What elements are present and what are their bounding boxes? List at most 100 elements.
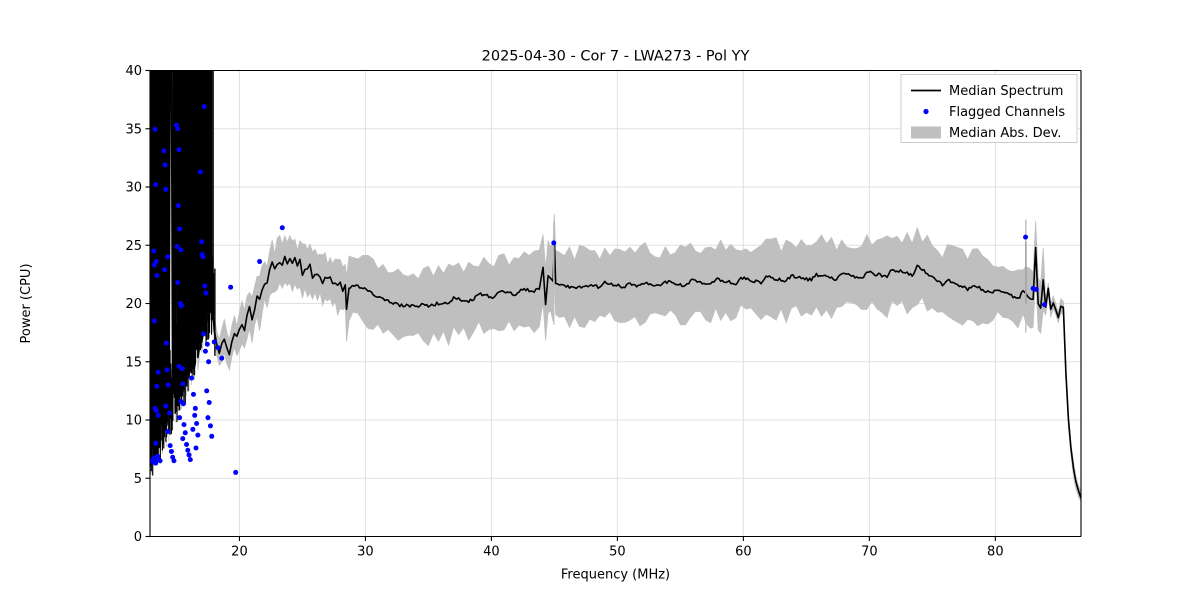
- flagged-channel-point[interactable]: [202, 348, 208, 354]
- flagged-channel-point[interactable]: [185, 447, 191, 453]
- flagged-channel-point[interactable]: [177, 415, 183, 421]
- y-axis-tick-label: 35: [125, 122, 142, 137]
- flagged-channel-point[interactable]: [195, 432, 201, 438]
- median-spectrum-line: [150, 70, 1081, 499]
- flagged-channel-point[interactable]: [177, 226, 183, 232]
- legend-label-3: Median Abs. Dev.: [949, 126, 1061, 141]
- flagged-channel-point[interactable]: [175, 203, 181, 209]
- flagged-channel-point[interactable]: [157, 458, 163, 464]
- flagged-channel-point[interactable]: [204, 388, 210, 394]
- plot-title: 2025-04-30 - Cor 7 - LWA273 - Pol YY: [482, 49, 750, 65]
- flagged-channel-point[interactable]: [1033, 287, 1039, 293]
- flagged-channel-point[interactable]: [153, 408, 159, 414]
- flagged-channel-point[interactable]: [165, 429, 171, 435]
- flagged-channel-point[interactable]: [190, 391, 196, 397]
- flagged-channel-point[interactable]: [167, 410, 173, 416]
- flagged-channel-point[interactable]: [152, 126, 158, 132]
- flagged-channel-point[interactable]: [186, 452, 192, 458]
- flagged-channel-point[interactable]: [1023, 234, 1029, 240]
- flagged-channel-point[interactable]: [161, 267, 167, 273]
- y-axis-tick-label: 15: [125, 355, 142, 370]
- flagged-channel-point[interactable]: [174, 243, 180, 249]
- flagged-channel-point[interactable]: [192, 412, 198, 418]
- flagged-channel-point[interactable]: [165, 382, 171, 388]
- flagged-channel-point[interactable]: [197, 169, 203, 175]
- x-axis-tick-label: 80: [987, 545, 1004, 560]
- flagged-channel-point[interactable]: [153, 440, 159, 446]
- x-axis-tick-label: 60: [735, 545, 752, 560]
- y-axis-label: Power (CPU): [19, 263, 34, 343]
- flagged-channel-point[interactable]: [1041, 302, 1047, 308]
- flagged-channel-point[interactable]: [179, 366, 185, 372]
- flagged-channel-point[interactable]: [194, 421, 200, 426]
- y-axis-tick-label: 20: [125, 297, 142, 312]
- flagged-channel-point[interactable]: [219, 355, 225, 361]
- y-axis-tick-label: 30: [125, 181, 142, 196]
- flagged-channel-point[interactable]: [257, 259, 263, 265]
- flagged-channel-point[interactable]: [184, 441, 190, 447]
- flagged-channel-point[interactable]: [175, 280, 181, 286]
- flagged-channel-point[interactable]: [161, 148, 167, 154]
- legend-label-1: Median Spectrum: [949, 84, 1063, 99]
- flagged-channel-point[interactable]: [215, 345, 221, 351]
- flagged-channel-point[interactable]: [167, 443, 173, 449]
- y-axis-tick-label: 5: [134, 472, 142, 487]
- flagged-channel-point[interactable]: [176, 147, 182, 153]
- flagged-channel-point[interactable]: [192, 405, 198, 411]
- flagged-channel-point[interactable]: [207, 423, 213, 429]
- flagged-channel-point[interactable]: [164, 367, 170, 373]
- flagged-channel-point[interactable]: [228, 284, 234, 290]
- flagged-channel-point[interactable]: [193, 445, 199, 451]
- flagged-channel-point[interactable]: [202, 283, 208, 289]
- flagged-channel-point[interactable]: [163, 340, 169, 346]
- flagged-channel-point[interactable]: [201, 331, 207, 337]
- flagged-channel-point[interactable]: [211, 339, 217, 345]
- y-axis-tick-label: 10: [125, 414, 142, 429]
- flagged-channel-point[interactable]: [203, 290, 209, 296]
- flagged-channel-point[interactable]: [233, 469, 239, 475]
- flagged-channel-point[interactable]: [200, 254, 206, 260]
- flagged-channel-point[interactable]: [209, 433, 215, 439]
- x-axis-label: Frequency (MHz): [561, 568, 670, 583]
- flagged-channel-point[interactable]: [153, 259, 159, 265]
- flagged-channel-point[interactable]: [190, 426, 196, 432]
- flagged-channel-point[interactable]: [551, 240, 557, 246]
- flagged-channel-point[interactable]: [171, 458, 177, 464]
- flagged-channel-point[interactable]: [168, 448, 174, 454]
- flagged-channel-point[interactable]: [163, 186, 169, 192]
- flagged-channel-point[interactable]: [180, 436, 186, 442]
- flagged-channel-point[interactable]: [181, 422, 187, 428]
- flagged-channel-point[interactable]: [154, 383, 160, 389]
- y-axis-tick-label: 25: [125, 239, 142, 254]
- flagged-channel-point[interactable]: [163, 403, 169, 409]
- flagged-channel-point[interactable]: [180, 381, 186, 387]
- flagged-channel-point[interactable]: [162, 162, 168, 168]
- flagged-channel-point[interactable]: [199, 239, 205, 245]
- flagged-channel-point[interactable]: [175, 126, 181, 132]
- legend-label-2: Flagged Channels: [949, 105, 1065, 120]
- flagged-channel-point[interactable]: [279, 225, 285, 231]
- flagged-channel-point[interactable]: [180, 401, 186, 407]
- flagged-channel-point[interactable]: [201, 104, 207, 110]
- flagged-channel-point[interactable]: [165, 254, 171, 260]
- flagged-channel-point[interactable]: [189, 375, 195, 381]
- flagged-channel-point[interactable]: [154, 273, 160, 279]
- flagged-channel-point[interactable]: [205, 415, 211, 421]
- flagged-channel-point[interactable]: [182, 430, 188, 436]
- x-axis-tick-label: 30: [357, 545, 374, 560]
- flagged-channel-point[interactable]: [155, 369, 161, 375]
- flagged-channel-point[interactable]: [153, 182, 159, 188]
- flagged-channel-point[interactable]: [206, 359, 212, 365]
- flagged-channel-point[interactable]: [179, 303, 184, 309]
- flagged-channel-point[interactable]: [204, 341, 210, 347]
- flagged-channel-point[interactable]: [155, 412, 161, 418]
- flagged-channel-point[interactable]: [151, 318, 157, 324]
- flagged-channel-point[interactable]: [151, 248, 157, 254]
- x-axis-tick-label: 20: [231, 545, 248, 560]
- flagged-channel-point[interactable]: [206, 400, 212, 406]
- flagged-channel-point[interactable]: [153, 460, 159, 466]
- flagged-channel-point[interactable]: [178, 247, 184, 253]
- flagged-channel-point[interactable]: [187, 457, 193, 463]
